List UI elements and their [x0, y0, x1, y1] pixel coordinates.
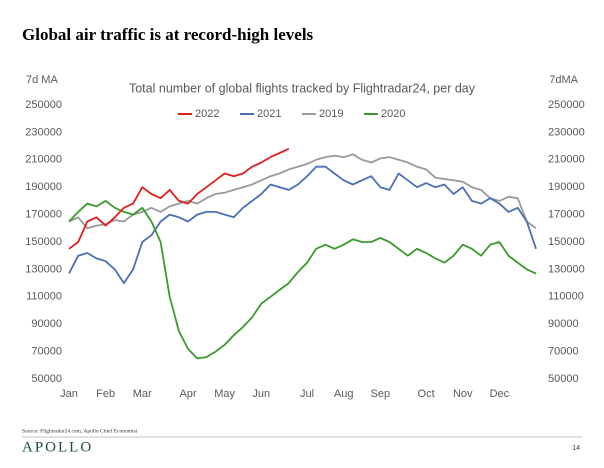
legend-label: 2021: [257, 108, 281, 120]
x-tick-label: Aug: [334, 388, 354, 400]
legend-label: 2022: [195, 108, 219, 120]
y-tick-label: 70000: [31, 346, 62, 358]
y2-tick-label: 90000: [548, 318, 579, 330]
series-line: [68, 147, 290, 250]
y-tick-label: 150000: [25, 236, 62, 248]
slide-title: Global air traffic is at record-high lev…: [22, 25, 314, 44]
y-axis-label: 7d MA: [26, 74, 58, 86]
y2-tick-label: 150000: [548, 236, 585, 248]
y-tick-label: 110000: [26, 291, 62, 303]
x-tick-label: Jul: [300, 388, 314, 400]
x-tick-label: Feb: [96, 388, 115, 400]
legend-label: 2019: [319, 108, 343, 120]
source: Source: Flightradar24.com, Apollo Chief …: [22, 427, 138, 434]
x-tick-label: Apr: [179, 388, 196, 400]
x-tick-label: Sep: [371, 388, 391, 400]
y-tick-label: 130000: [25, 263, 62, 275]
y-tick-label: 230000: [25, 126, 62, 138]
x-tick-label: Nov: [453, 388, 473, 400]
y-tick-label: 190000: [25, 181, 62, 193]
y2-tick-label: 70000: [548, 346, 579, 358]
y2-tick-label: 130000: [548, 263, 585, 275]
x-tick-label: Dec: [490, 388, 510, 400]
y-tick-label: 170000: [25, 209, 62, 221]
brand: APOLLO: [22, 439, 93, 455]
y-tick-label: 50000: [31, 373, 62, 385]
series-line: [68, 153, 537, 230]
y2-tick-label: 250000: [548, 99, 585, 111]
x-tick-label: May: [214, 388, 235, 400]
legend-label: 2020: [381, 108, 405, 120]
y-tick-label: 90000: [31, 318, 62, 330]
y-tick-label: 250000: [25, 99, 62, 111]
x-tick-label: Mar: [133, 388, 152, 400]
y2-tick-label: 190000: [548, 181, 585, 193]
x-tick-label: Jun: [252, 388, 270, 400]
x-tick-label: Jan: [60, 388, 78, 400]
y2-tick-label: 110000: [548, 291, 584, 303]
y2-tick-label: 230000: [548, 126, 585, 138]
series-line: [68, 200, 537, 360]
series-line: [68, 165, 537, 284]
y2-tick-label: 170000: [548, 209, 585, 221]
y2-tick-label: 210000: [548, 154, 585, 166]
chart-title: Total number of global flights tracked b…: [129, 81, 476, 95]
x-tick-label: Oct: [418, 388, 435, 400]
y2-tick-label: 50000: [548, 373, 579, 385]
y2-axis-label: 7dMA: [549, 74, 578, 86]
page-number: 14: [572, 445, 580, 452]
y-tick-label: 210000: [25, 154, 62, 166]
